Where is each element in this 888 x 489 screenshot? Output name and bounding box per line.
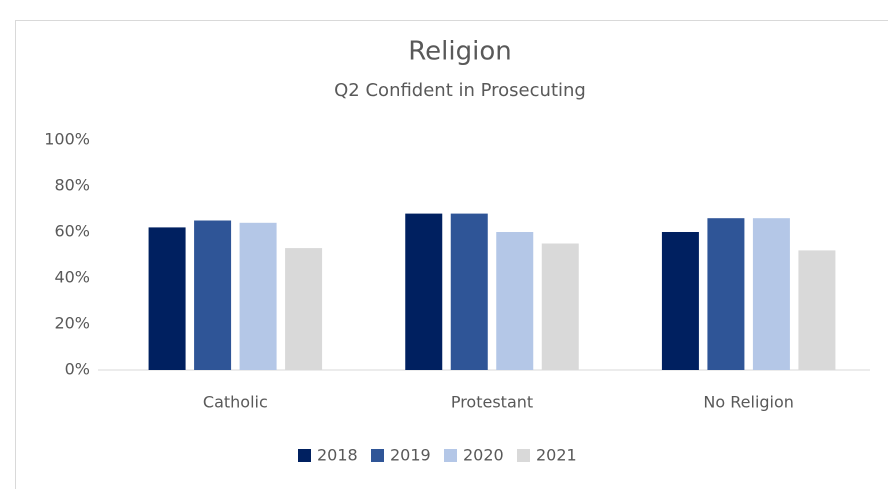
- bar: [798, 250, 836, 370]
- x-tick-label: No Religion: [703, 393, 794, 412]
- bar: [405, 213, 443, 370]
- y-tick-label: 40%: [54, 268, 90, 287]
- x-tick-label: Catholic: [203, 393, 268, 412]
- bar: [450, 213, 488, 370]
- bar: [541, 243, 579, 370]
- bar: [752, 218, 790, 370]
- bar: [661, 232, 699, 370]
- y-tick-label: 80%: [54, 176, 90, 195]
- bar: [496, 232, 534, 370]
- bar: [239, 222, 277, 370]
- legend-swatch: [517, 449, 530, 462]
- y-tick-label: 100%: [44, 130, 90, 149]
- legend-label: 2020: [463, 446, 504, 465]
- legend-label: 2021: [536, 446, 577, 465]
- chart-subtitle: Q2 Confident in Prosecuting: [334, 80, 586, 101]
- bar: [148, 227, 186, 370]
- chart-title: Religion: [408, 37, 511, 67]
- x-tick-label: Protestant: [451, 393, 533, 412]
- legend-swatch: [444, 449, 457, 462]
- y-tick-label: 60%: [54, 222, 90, 241]
- y-tick-label: 20%: [54, 314, 90, 333]
- legend-label: 2019: [390, 446, 431, 465]
- y-tick-label: 0%: [65, 360, 90, 379]
- legend-label: 2018: [317, 446, 358, 465]
- legend-swatch: [298, 449, 311, 462]
- bar: [285, 248, 323, 370]
- legend-swatch: [371, 449, 384, 462]
- bar: [194, 220, 232, 370]
- bar: [707, 218, 745, 370]
